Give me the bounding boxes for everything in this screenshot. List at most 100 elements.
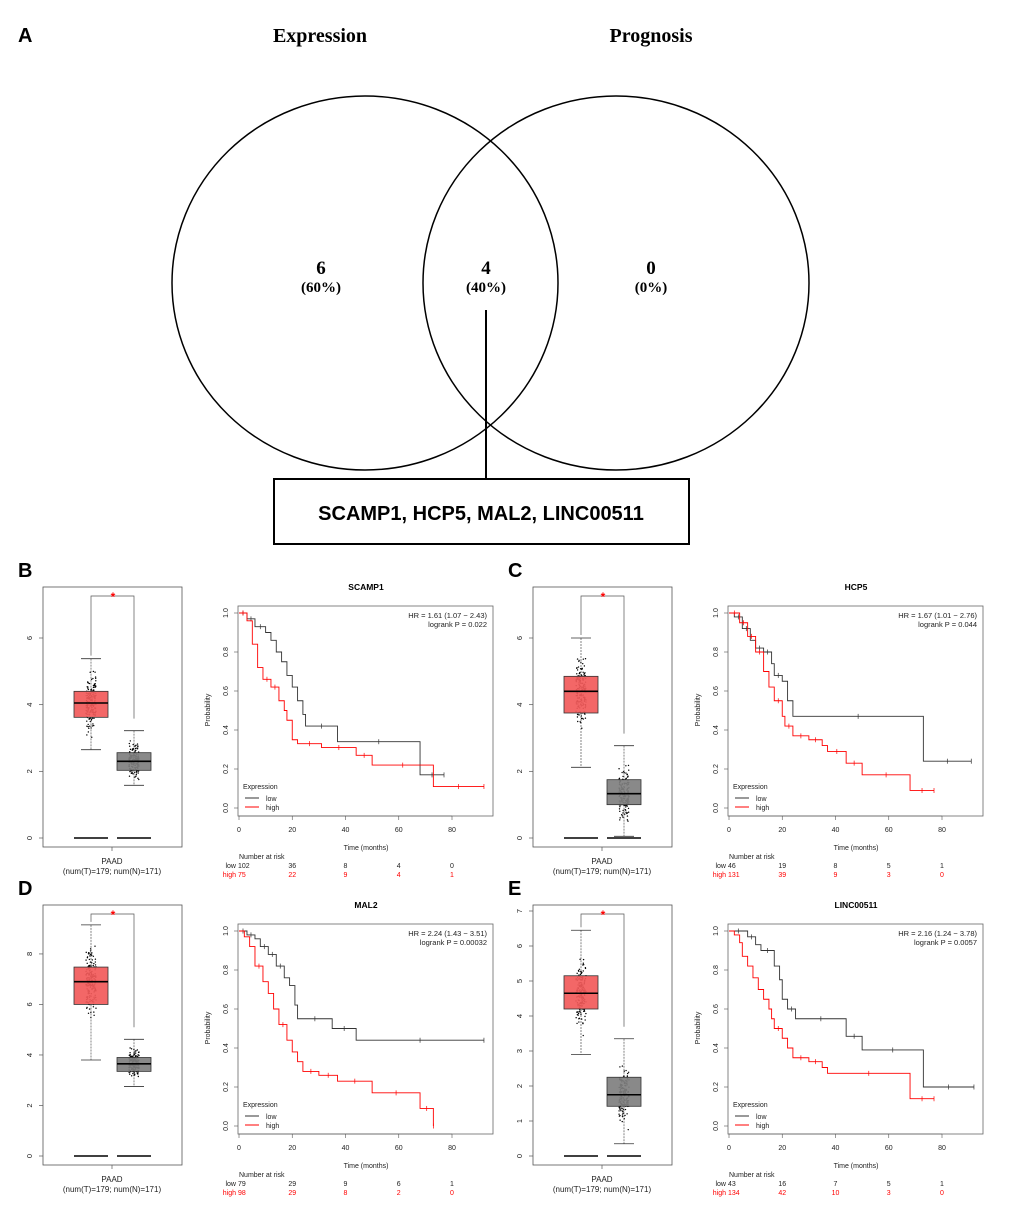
boxplot-y-tick-label: 7 xyxy=(515,909,524,913)
panel-e: E 0 1 2 3 4 5 6 7 * PAAD(num(T)=179; num(N)=171) LI… xyxy=(508,878,984,1197)
sample-point xyxy=(92,686,95,689)
km-logrank-p: logrank P = 0.0057 xyxy=(914,938,977,947)
legend-label-low: low xyxy=(756,1114,767,1121)
sample-point xyxy=(90,678,93,681)
risk-row-label-low: low xyxy=(225,1181,236,1188)
sample-point xyxy=(131,1055,133,1058)
risk-count-high: 4 xyxy=(397,872,401,879)
sample-point xyxy=(578,968,581,971)
sample-point xyxy=(87,688,90,691)
risk-row-label-high: high xyxy=(223,1190,236,1197)
sample-point xyxy=(627,807,630,810)
km-curve-high xyxy=(729,930,935,1100)
boxplot-category-label: PAAD xyxy=(591,857,612,866)
survival-plot: LINC00511 HR = 2.16 (1.24 − 3.78)logrank … xyxy=(695,900,984,1197)
sample-point xyxy=(618,808,621,810)
sample-point xyxy=(626,773,628,776)
sample-point xyxy=(86,962,88,965)
significance-bracket xyxy=(580,595,625,734)
sample-point xyxy=(619,805,621,808)
sample-point xyxy=(137,777,139,780)
sample-point xyxy=(88,682,91,685)
sample-point xyxy=(137,1054,139,1056)
sample-point xyxy=(583,674,585,676)
sample-point xyxy=(129,770,131,773)
sample-point xyxy=(578,970,580,973)
sample-point xyxy=(578,674,580,677)
boxplot-y-tick-label: 3 xyxy=(515,1049,524,1053)
sample-point xyxy=(132,743,134,746)
sample-point xyxy=(584,717,587,719)
sample-point xyxy=(625,806,627,808)
sample-point xyxy=(580,1013,582,1016)
sample-point xyxy=(584,967,587,970)
km-legend-title: Expression xyxy=(243,1102,278,1109)
sample-point xyxy=(625,772,627,774)
boxplot-sample-sizes: (num(T)=179; num(N)=171) xyxy=(63,867,162,876)
panel-label-e: E xyxy=(508,878,521,900)
km-x-tick-label: 80 xyxy=(938,827,946,834)
risk-count-high: 22 xyxy=(288,872,296,879)
risk-table-title: Number at risk xyxy=(729,1172,775,1179)
risk-count-high: 42 xyxy=(778,1190,786,1197)
sample-point xyxy=(619,1114,621,1117)
sample-point xyxy=(137,772,139,774)
venn-set-label-expression: Expression xyxy=(273,25,367,47)
km-x-tick-label: 20 xyxy=(778,827,786,834)
risk-count-low: 29 xyxy=(288,1181,296,1188)
boxplot-y-tick-label: 4 xyxy=(25,1053,34,1057)
sample-point xyxy=(94,676,97,678)
sample-point xyxy=(626,1075,629,1077)
km-y-tick-label: 1.0 xyxy=(223,608,230,618)
km-x-tick-label: 40 xyxy=(342,827,350,834)
sample-point xyxy=(134,1052,137,1054)
sample-point xyxy=(129,1047,131,1049)
sample-point xyxy=(95,677,97,680)
sample-point xyxy=(95,1007,97,1009)
sample-point xyxy=(137,1075,140,1078)
sample-point xyxy=(621,813,623,816)
sample-point xyxy=(91,959,94,961)
sample-point xyxy=(582,964,584,966)
risk-count-high: 10 xyxy=(832,1190,840,1197)
boxplot-sample-sizes: (num(T)=179; num(N)=171) xyxy=(553,1185,652,1194)
km-logrank-p: logrank P = 0.022 xyxy=(428,620,487,629)
risk-count-low: 43 xyxy=(728,1181,736,1188)
sample-point xyxy=(130,1075,133,1077)
sample-point xyxy=(86,734,88,736)
sample-point xyxy=(137,1072,139,1074)
boxplot-frame xyxy=(42,586,183,848)
sample-point xyxy=(94,945,96,947)
km-curve-high xyxy=(239,930,434,1126)
boxplot-y-tick-label: 8 xyxy=(25,952,34,956)
sample-point xyxy=(137,1073,139,1075)
venn-percent-prognosis-only: (0%) xyxy=(635,280,668,296)
box-tumor xyxy=(563,637,599,839)
sample-point xyxy=(137,1051,140,1054)
sample-point xyxy=(578,1021,580,1023)
km-y-tick-label: 0.8 xyxy=(223,647,230,657)
sample-point xyxy=(87,686,89,688)
box-normal xyxy=(606,745,642,839)
sample-point xyxy=(582,718,585,720)
expression-boxplot: 0 2 4 6 8 * PAAD(num(T)=179; num(N)=171) xyxy=(25,904,183,1194)
sample-point xyxy=(134,1055,137,1058)
km-legend-title: Expression xyxy=(733,784,768,791)
risk-count-low: 5 xyxy=(887,863,891,870)
risk-count-low: 5 xyxy=(887,1181,891,1188)
risk-row-label-high: high xyxy=(713,1190,726,1197)
expression-boxplot: 0 2 4 6 * PAAD(num(T)=179; num(N)=171) xyxy=(515,586,673,876)
km-x-tick-label: 60 xyxy=(395,1145,403,1152)
km-title: SCAMP1 xyxy=(348,582,384,592)
sample-point xyxy=(627,820,629,822)
km-y-tick-label: 0.6 xyxy=(713,1004,720,1014)
km-y-tick-label: 1.0 xyxy=(713,926,720,936)
sample-point xyxy=(93,962,95,965)
sample-point xyxy=(128,1073,131,1075)
legend-label-high: high xyxy=(266,805,279,812)
sample-point xyxy=(583,1010,586,1012)
km-y-tick-label: 0.8 xyxy=(713,647,720,657)
significance-star: * xyxy=(601,590,606,604)
